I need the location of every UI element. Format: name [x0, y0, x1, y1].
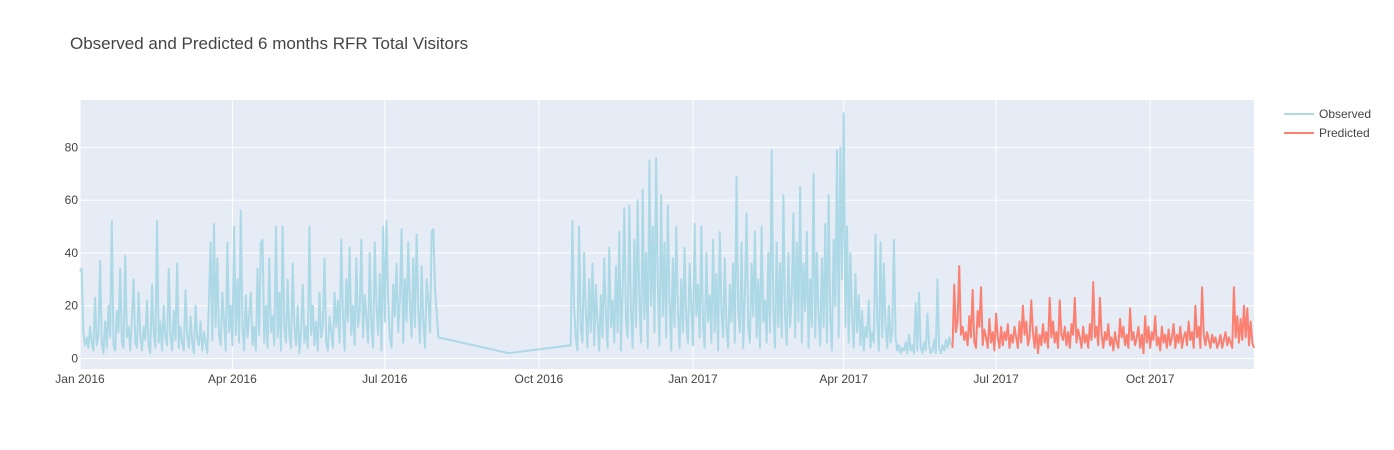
chart-title: Observed and Predicted 6 months RFR Tota… [70, 34, 469, 53]
y-tick-label: 80 [65, 140, 79, 154]
legend-item-observed[interactable]: Observed [1284, 107, 1371, 121]
y-tick-label: 20 [65, 299, 79, 313]
y-tick-label: 0 [71, 351, 78, 365]
x-tick-label: Apr 2017 [819, 372, 868, 386]
x-axis: Jan 2016 Apr 2016 Jul 2016 Oct 2016 Jan 2017… [55, 372, 1175, 386]
x-tick-label: Jul 2017 [973, 372, 1019, 386]
legend-item-predicted[interactable]: Predicted [1284, 126, 1370, 140]
x-tick-label: Jan 2016 [55, 372, 105, 386]
legend-label: Predicted [1319, 126, 1370, 140]
y-tick-label: 60 [65, 193, 79, 207]
y-axis: 0 20 40 60 80 [65, 140, 79, 365]
x-tick-label: Apr 2016 [208, 372, 257, 386]
series-line-predicted[interactable] [951, 265, 1255, 355]
legend-label: Observed [1319, 107, 1371, 121]
legend[interactable]: Observed Predicted [1284, 107, 1371, 140]
x-tick-label: Oct 2017 [1126, 372, 1175, 386]
x-tick-label: Jan 2017 [668, 372, 718, 386]
x-tick-label: Jul 2016 [362, 372, 408, 386]
y-tick-label: 40 [65, 246, 79, 260]
grid [79, 100, 1254, 369]
x-tick-label: Oct 2016 [515, 372, 564, 386]
series-group [79, 112, 1255, 355]
series-line-observed[interactable] [79, 112, 952, 355]
